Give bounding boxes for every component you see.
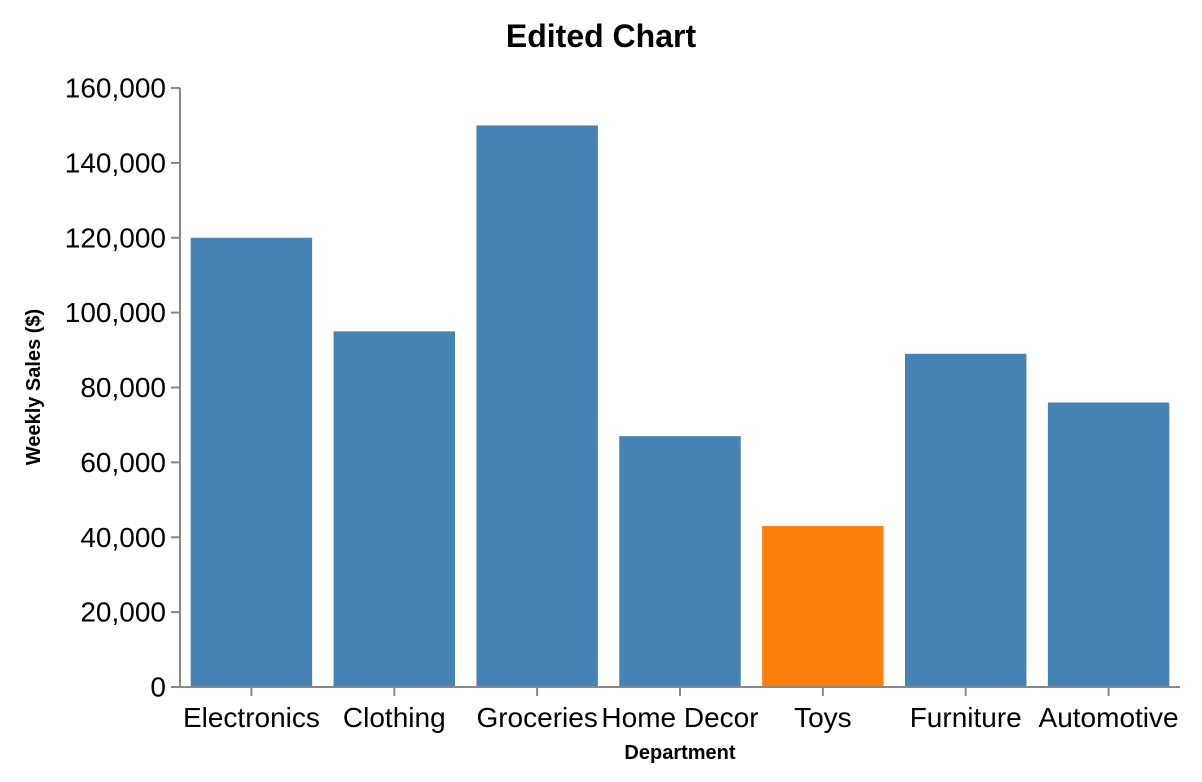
x-tick-label: Home Decor xyxy=(601,702,758,733)
y-tick-label: 0 xyxy=(150,672,166,703)
y-tick-label: 100,000 xyxy=(65,297,166,328)
x-tick-label: Electronics xyxy=(183,702,320,733)
y-axis: 0 20,000 40,000 60,000 80,000 100,000 120,000 1… xyxy=(65,73,181,703)
y-tick-label: 80,000 xyxy=(80,372,166,403)
y-axis-ticks: 0 20,000 40,000 60,000 80,000 100,000 120,000 1… xyxy=(65,73,180,703)
bars xyxy=(190,125,1170,687)
y-tick-label: 120,000 xyxy=(65,222,166,253)
x-tick-label: Furniture xyxy=(910,702,1022,733)
chart-title: Edited Chart xyxy=(506,18,697,54)
bar-clothing xyxy=(333,331,455,687)
x-axis-ticks: Electronics Clothing Groceries Home Decor To… xyxy=(183,687,1179,733)
x-tick-label: Automotive xyxy=(1039,702,1179,733)
bar-furniture xyxy=(905,353,1027,687)
y-tick-label: 140,000 xyxy=(65,147,166,178)
y-axis-title: Weekly Sales ($) xyxy=(23,309,45,465)
x-tick-label: Toys xyxy=(794,702,852,733)
bar-groceries xyxy=(476,125,598,687)
y-tick-label: 160,000 xyxy=(65,73,166,104)
y-tick-label: 60,000 xyxy=(80,447,166,478)
x-tick-label: Clothing xyxy=(343,702,446,733)
x-tick-label: Groceries xyxy=(476,702,597,733)
y-tick-label: 20,000 xyxy=(80,597,166,628)
x-axis-title: Department xyxy=(624,742,735,764)
bar-electronics xyxy=(190,237,313,687)
x-axis: Electronics Clothing Groceries Home Decor To… xyxy=(180,686,1180,733)
bar-toys xyxy=(762,526,884,687)
bar-home-decor xyxy=(619,436,741,687)
bar-automotive xyxy=(1047,402,1170,687)
y-tick-label: 40,000 xyxy=(80,522,166,553)
